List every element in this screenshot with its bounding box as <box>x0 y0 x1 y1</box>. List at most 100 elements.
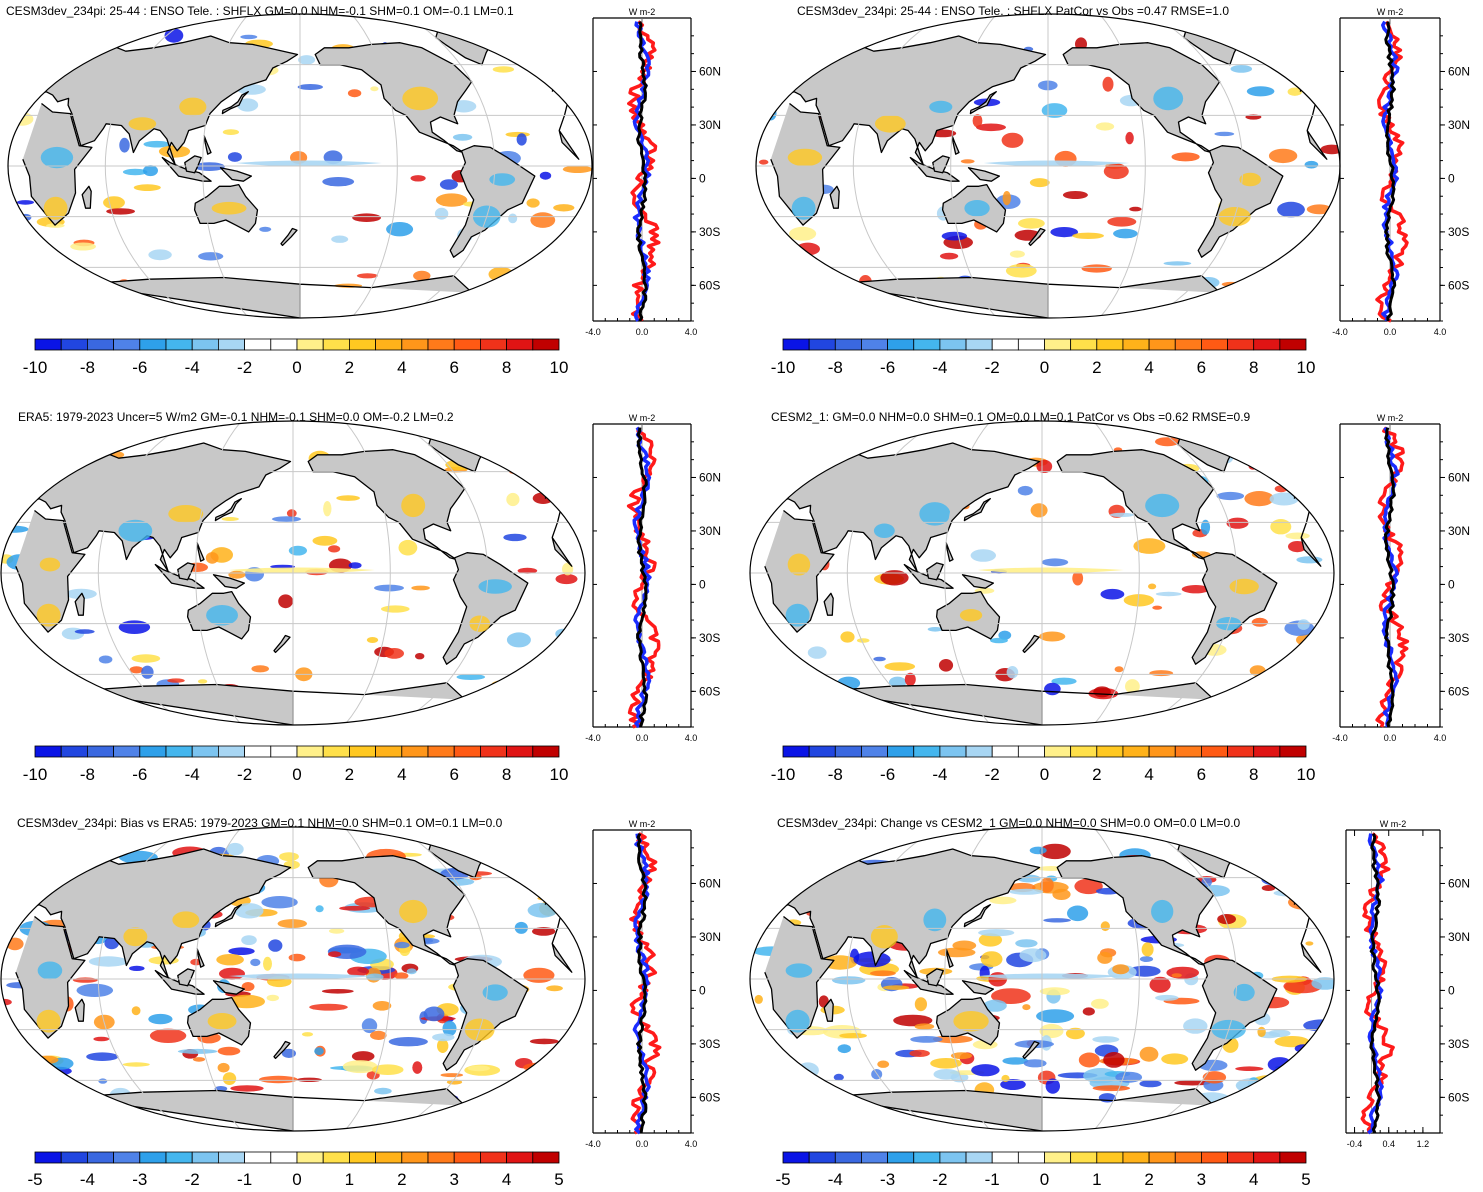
land-anomaly <box>919 502 951 526</box>
land-newguinea <box>967 167 1001 182</box>
anomaly-patch <box>1102 76 1114 92</box>
lat-tick-label: 30N <box>699 930 721 944</box>
colorbar-swatch <box>401 745 429 758</box>
anomaly-patch <box>328 928 345 934</box>
anomaly-patch <box>394 972 409 980</box>
anomaly-patch <box>131 654 161 663</box>
colorbar-swatch <box>808 745 836 758</box>
colorbar-swatch <box>296 1151 324 1164</box>
land-philippines <box>945 541 954 562</box>
anomaly-patch <box>1100 588 1125 600</box>
anomaly-patch <box>1297 619 1310 630</box>
anomaly-patch <box>1270 519 1292 535</box>
x-tick-label: -4.0 <box>585 327 601 337</box>
lat-tick-label: 60N <box>1448 876 1470 890</box>
anomaly-patch <box>1123 594 1155 607</box>
anomaly-patch <box>873 656 886 662</box>
x-tick-label: -4.0 <box>1332 327 1348 337</box>
anomaly-patch <box>122 1062 150 1067</box>
colorbar-swatch <box>60 338 88 351</box>
anomaly-patch <box>297 84 323 90</box>
x-tick-label: 4.0 <box>685 327 698 337</box>
longitude-gridline <box>852 14 946 318</box>
anomaly-patch <box>74 629 95 634</box>
anomaly-patch <box>506 492 520 507</box>
anomaly-patch <box>1065 1027 1085 1040</box>
colorbar-swatch <box>913 338 941 351</box>
anomaly-patch <box>321 989 354 994</box>
colorbar-6: -5 -4 -3 -2 -1 0 1 2 3 4 5 <box>775 1151 1311 1189</box>
x-tick-label: 0.0 <box>636 733 649 743</box>
anomaly-patch <box>241 935 257 945</box>
anomaly-patch <box>1002 191 1011 206</box>
land-indonesia <box>154 969 205 995</box>
anomaly-patch <box>394 941 410 949</box>
lat-tick-label: 0 <box>1448 983 1455 997</box>
land-anomaly <box>929 100 953 113</box>
longitude-gridline <box>1144 827 1238 1131</box>
panel-title-3: ERA5: 1979-2023 Uncer=5 W/m2 GM=-0.1 NHM… <box>18 410 454 424</box>
colorbar-swatch <box>913 1151 941 1164</box>
colorbar-swatch <box>506 745 534 758</box>
colorbar-swatch <box>861 1151 889 1164</box>
anomaly-patch <box>1287 886 1299 891</box>
colorbar-label: 6 <box>449 765 458 784</box>
anomaly-patch <box>413 270 431 281</box>
anomaly-patch <box>286 509 297 518</box>
anomaly-patch <box>978 933 1003 947</box>
anomaly-patch <box>1103 163 1129 180</box>
colorbar-swatch <box>1096 338 1124 351</box>
colorbar-label: 8 <box>1249 358 1258 377</box>
land-namerica <box>314 42 473 154</box>
anomaly-patch <box>976 123 1006 132</box>
lat-tick-label: 30N <box>699 524 721 538</box>
anomaly-patch <box>1148 583 1157 590</box>
colorbar-swatch <box>834 338 862 351</box>
colorbar-label: -8 <box>828 765 843 784</box>
colorbar-swatch <box>191 1151 219 1164</box>
colorbar-swatch <box>506 338 534 351</box>
anomaly-patch <box>250 958 261 967</box>
anomaly-patch <box>98 1078 108 1084</box>
colorbar-label: 4 <box>502 1170 511 1187</box>
anomaly-patch <box>1100 921 1110 932</box>
anomaly-patch <box>227 152 242 162</box>
anomaly-patch <box>1078 1052 1100 1068</box>
anomaly-patch <box>1097 951 1113 964</box>
land-japan <box>214 904 242 928</box>
x-tick-label: 4.0 <box>1434 733 1447 743</box>
anomaly-patch <box>34 1055 59 1065</box>
colorbar-swatch <box>348 745 376 758</box>
equatorial-band <box>235 160 382 167</box>
anomaly-patch <box>1149 976 1171 993</box>
anomaly-patch <box>148 249 172 261</box>
anomaly-patch <box>1273 889 1304 897</box>
land-anomaly <box>211 201 247 215</box>
anomaly-patch <box>141 665 154 679</box>
colorbar-swatch <box>1279 1151 1307 1164</box>
x-tick-label: 1.2 <box>1417 1139 1430 1149</box>
anomaly-patch <box>998 630 1012 640</box>
colorbar-label: -5 <box>775 1170 790 1187</box>
longitude-gridline <box>1093 827 1140 1131</box>
anomaly-patch <box>508 213 518 224</box>
colorbar-label: -6 <box>880 358 895 377</box>
zonal-unit-label: W m-2 <box>1377 413 1404 423</box>
anomaly-patch <box>16 200 34 205</box>
land-japan <box>214 498 242 522</box>
colorbar-swatch <box>991 1151 1019 1164</box>
anomaly-patch <box>1139 1046 1159 1062</box>
anomaly-patch <box>488 266 514 282</box>
colorbar-swatch <box>191 338 219 351</box>
anomaly-patch <box>298 55 316 65</box>
anomaly-patch <box>839 1033 867 1039</box>
anomaly-patch <box>1110 512 1134 518</box>
colorbar-swatch <box>861 338 889 351</box>
anomaly-patch <box>198 252 224 261</box>
colorbar-label: -2 <box>185 1170 200 1187</box>
anomaly-patch <box>1067 905 1089 922</box>
anomaly-patch <box>194 162 225 172</box>
anomaly-patch <box>1261 885 1276 891</box>
colorbar-swatch <box>1253 1151 1281 1164</box>
colorbar-swatch <box>296 745 324 758</box>
